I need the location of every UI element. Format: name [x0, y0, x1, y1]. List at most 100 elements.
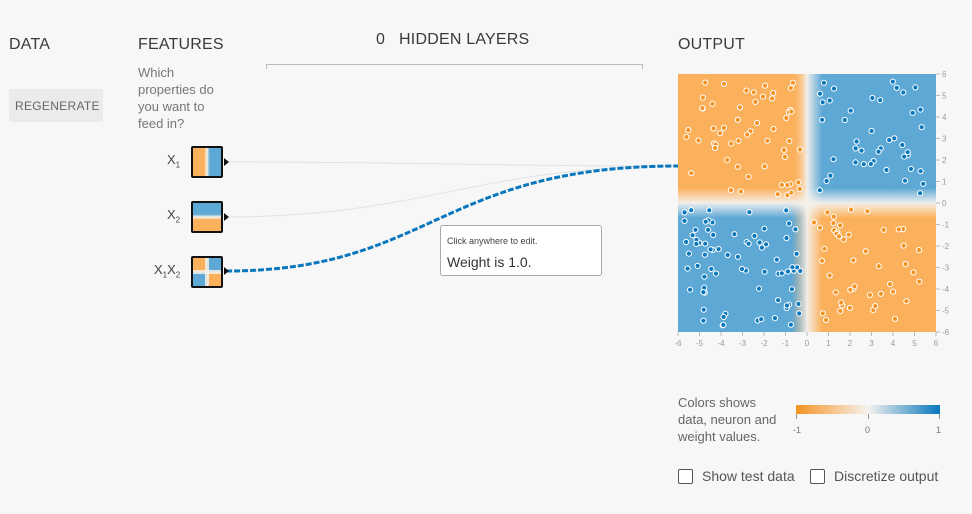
data-point-blue	[701, 273, 708, 280]
x-axis-tick-label: 6	[934, 339, 939, 348]
output-heatmap[interactable]: 6 5 4 3 2 1 0 -1 -2 -3 -4 -5 -6 -6 -5 -4 -3 -2 -1 0 1 2 3 4 5 6	[670, 66, 970, 356]
data-point-orange	[846, 304, 854, 311]
data-point-blue	[724, 251, 731, 259]
data-point-blue	[700, 289, 707, 296]
data-point-blue	[685, 250, 692, 257]
data-point-blue	[901, 153, 908, 160]
data-point-blue	[796, 310, 803, 317]
hidden-layers-count: 0	[376, 31, 386, 48]
data-point-orange	[759, 93, 767, 100]
data-point-orange	[736, 104, 744, 111]
data-point-orange	[770, 125, 777, 133]
regenerate-button[interactable]: REGENERATE	[9, 89, 103, 122]
data-point-blue	[820, 79, 827, 86]
output-heading: OUTPUT	[678, 36, 745, 53]
data-point-orange	[902, 261, 909, 268]
data-point-orange	[796, 185, 803, 193]
weight-tooltip[interactable]: Click anywhere to edit. Weight is 1.0.	[440, 225, 602, 276]
data-point-blue	[773, 256, 780, 263]
x-axis-tick-label: -3	[739, 339, 747, 348]
show-test-data-checkbox[interactable]	[678, 469, 693, 484]
data-point-blue	[783, 207, 790, 214]
data-point-orange	[826, 272, 833, 279]
data-point-orange	[787, 85, 795, 92]
data-point-blue	[877, 97, 884, 104]
features-question-line: you want to	[138, 99, 205, 114]
features-question-line: properties do	[138, 82, 214, 97]
data-point-orange	[880, 226, 887, 233]
boundary-horizontal-top	[678, 188, 936, 203]
data-point-orange	[699, 94, 706, 101]
data-point-orange	[838, 299, 845, 306]
data-point-blue	[758, 316, 765, 323]
data-point-blue	[775, 297, 782, 304]
data-point-blue	[694, 262, 701, 269]
data-point-blue	[904, 149, 911, 156]
data-point-blue	[869, 94, 876, 102]
data-point-orange	[752, 98, 759, 105]
discretize-output-checkbox[interactable]	[810, 469, 825, 484]
data-point-blue	[692, 226, 699, 233]
feature-x2-label: X2	[167, 207, 181, 225]
data-point-blue	[858, 147, 865, 154]
data-point-orange	[895, 226, 902, 233]
data-point-blue	[787, 321, 795, 328]
data-point-blue	[917, 168, 924, 175]
data-point-blue	[783, 302, 791, 309]
data-point-orange	[837, 222, 844, 229]
data-point-orange	[848, 206, 855, 213]
data-point-orange	[795, 179, 802, 186]
feature-x1-node[interactable]	[191, 146, 223, 178]
data-point-blue	[712, 270, 720, 277]
link-x1x2-output[interactable]	[225, 164, 679, 273]
data-point-blue	[784, 268, 792, 275]
data-point-orange	[778, 181, 785, 189]
x-axis-tick-label: 3	[869, 339, 874, 348]
data-point-orange	[744, 131, 751, 138]
x-axis-tick-label: -1	[782, 339, 790, 348]
data-point-blue	[758, 244, 766, 251]
data-point-orange	[916, 278, 923, 285]
data-point-orange	[727, 187, 735, 194]
data-point-blue	[860, 161, 867, 168]
data-point-blue	[819, 116, 826, 123]
data-point-blue	[816, 187, 823, 194]
data-point-blue	[684, 265, 691, 272]
data-point-orange	[769, 95, 776, 102]
x-axis-tick-label: -4	[717, 339, 725, 348]
x-axis-tick-label: -2	[760, 339, 768, 348]
data-point-orange	[818, 257, 826, 264]
data-point-orange	[891, 315, 899, 322]
data-point-orange	[847, 286, 854, 293]
data-point-orange	[734, 116, 741, 123]
data-point-blue	[751, 232, 758, 239]
show-test-data-label[interactable]: Show test data	[702, 468, 795, 484]
data-point-blue	[918, 124, 925, 131]
data-point-orange	[737, 188, 744, 195]
feature-x1x2-node[interactable]	[191, 256, 223, 288]
data-point-blue	[907, 165, 915, 173]
data-point-blue	[702, 240, 709, 247]
discretize-output-label[interactable]: Discretize output	[834, 468, 939, 484]
data-point-orange	[862, 248, 869, 255]
data-point-orange	[788, 189, 795, 196]
link-x2-output[interactable]	[225, 165, 679, 218]
legend-tick-mid: 0	[865, 425, 871, 435]
data-point-blue	[901, 177, 909, 184]
data-point-orange	[728, 140, 735, 147]
data-point-orange	[824, 209, 831, 216]
data-point-blue	[868, 127, 875, 135]
feature-x1x2-connector	[224, 267, 229, 275]
y-axis-tick-label: 5	[942, 92, 947, 101]
data-heading: DATA	[9, 36, 51, 53]
link-x1-output[interactable]	[225, 161, 679, 167]
data-point-orange	[796, 146, 804, 153]
data-point-orange	[832, 289, 839, 296]
x-axis-tick-label: -6	[674, 339, 682, 348]
data-point-blue	[852, 159, 859, 166]
feature-x2-node[interactable]	[191, 201, 223, 233]
data-point-blue	[917, 106, 924, 113]
data-point-blue	[788, 286, 796, 293]
data-point-orange	[784, 182, 791, 189]
legend-tick-max: 1	[936, 425, 942, 435]
